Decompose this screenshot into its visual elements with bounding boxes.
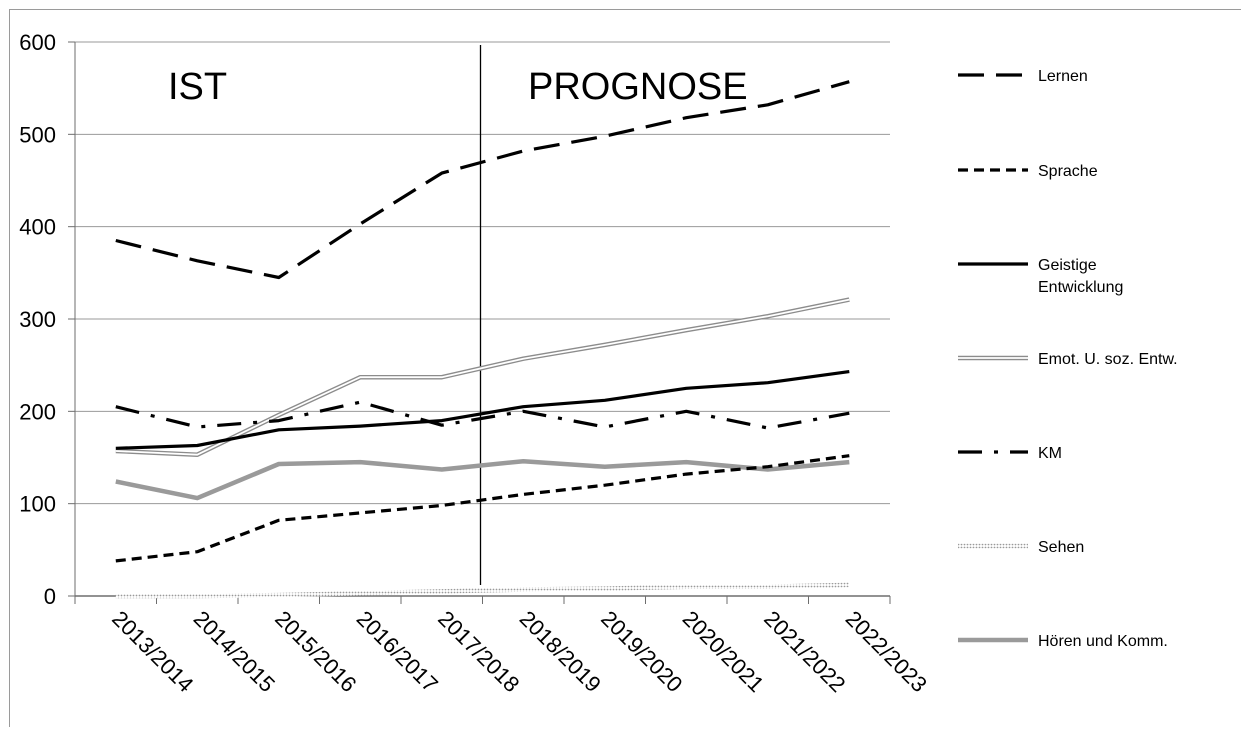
- x-tick-label: 2022/2023: [841, 606, 932, 697]
- legend: Lernen Sprache Geistige Entwicklung Emot. U.…: [958, 68, 1178, 650]
- x-tick-label: 2015/2016: [270, 606, 361, 697]
- chart-frame: [9, 9, 1241, 727]
- y-tick-label: 200: [19, 399, 56, 424]
- series-line-emot-u-soz-entw: [115, 298, 850, 456]
- series-line-km: [115, 400, 850, 430]
- region-label: PROGNOSE: [528, 66, 748, 108]
- x-tick-label: 2020/2021: [678, 606, 769, 697]
- x-tick-label: 2019/2020: [596, 606, 687, 697]
- x-tick-label: 2018/2019: [515, 606, 606, 697]
- y-tick-label: 500: [19, 122, 56, 147]
- x-tick-label: 2014/2015: [189, 606, 280, 697]
- y-tick-label: 100: [19, 492, 56, 517]
- x-tick-label: 2016/2017: [352, 606, 443, 697]
- legend-label-h-ren-und-komm: Hören und Komm.: [1038, 633, 1168, 650]
- x-tick-label: 2013/2014: [107, 606, 198, 697]
- series-line-geistige-entwicklung: [115, 370, 850, 450]
- legend-label-lernen: Lernen: [1038, 68, 1088, 85]
- legend-label-sprache: Sprache: [1038, 163, 1098, 180]
- gridlines: [75, 41, 890, 505]
- y-tick-label: 600: [19, 30, 56, 55]
- legend-label-sehen: Sehen: [1038, 539, 1084, 556]
- x-tick-label: 2021/2022: [759, 606, 850, 697]
- series-line-sprache: [115, 454, 850, 563]
- legend-label-emot-u-soz-entw: Emot. U. soz. Entw.: [1038, 351, 1178, 368]
- y-tick-label: 400: [19, 215, 56, 240]
- y-tick-label: 0: [44, 584, 56, 609]
- x-tick-label: 2017/2018: [433, 606, 524, 697]
- y-tick-label: 300: [19, 307, 56, 332]
- series-line-sehen: [115, 582, 850, 599]
- series-line-h-ren-und-komm: [115, 458, 850, 501]
- region-label: IST: [168, 66, 227, 108]
- legend-label-km: KM: [1038, 445, 1062, 462]
- legend-label-geistige-entwicklung: Geistige: [1038, 257, 1097, 274]
- legend-label-geistige-entwicklung: Entwicklung: [1038, 279, 1123, 296]
- series-line-lernen: [115, 80, 850, 280]
- series-line-emot-u-soz-entw: [115, 297, 850, 457]
- region-labels: IST PROGNOSE: [168, 66, 748, 108]
- series-lines: [115, 80, 850, 599]
